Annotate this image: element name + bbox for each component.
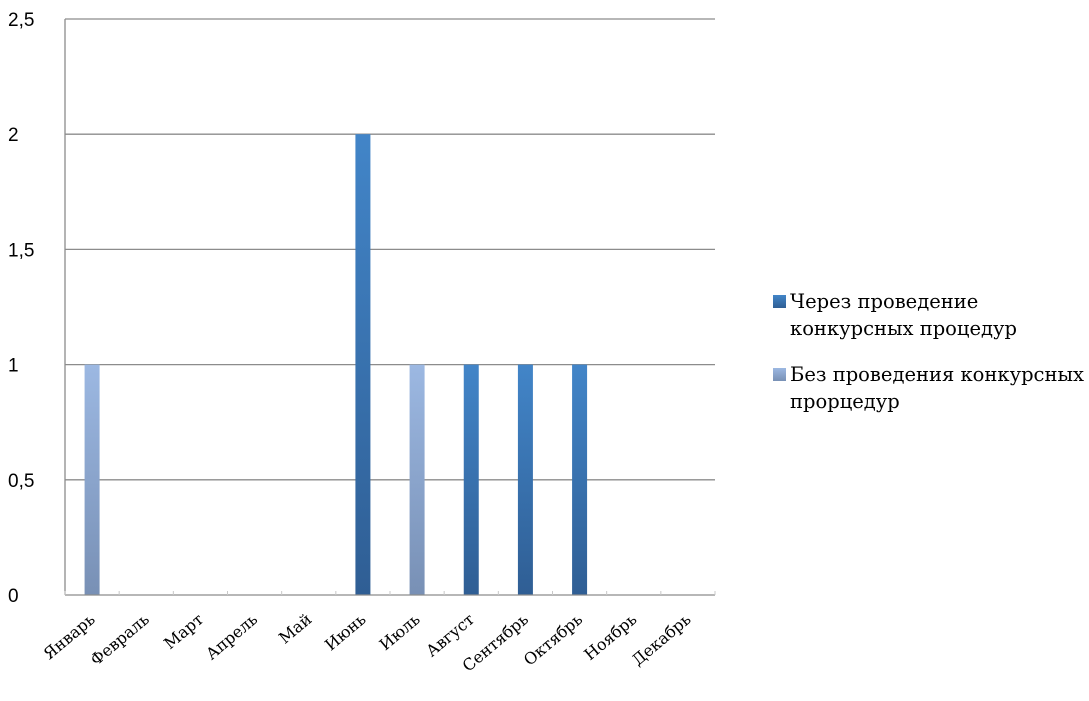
x-tick-label: Июль (376, 609, 424, 654)
x-tick-label: Февраль (87, 609, 153, 669)
x-tick-label: Апрель (202, 609, 261, 663)
y-tick-label: 2,5 (8, 10, 34, 31)
y-tick-labels: 0 0,5 1 1,5 2 2,5 (8, 10, 34, 607)
x-tick-label: Июнь (321, 609, 370, 654)
bars (84, 134, 588, 595)
axes (64, 19, 716, 596)
legend-item-series-2: Без проведения конкурсных прорцедур (773, 361, 1085, 415)
x-tick-label: Декабрь (628, 609, 695, 669)
gridlines (65, 18, 715, 481)
bar-1-10 (572, 364, 588, 595)
x-tick-label: Октябрь (520, 609, 587, 669)
legend-swatch-series-1 (773, 295, 786, 308)
legend-swatch-series-2 (773, 368, 786, 381)
legend-label-series-2: Без проведения конкурсных прорцедур (790, 363, 1084, 413)
y-tick-label: 1 (8, 356, 19, 377)
x-tick-label: Май (275, 610, 315, 648)
bar-1-9 (517, 364, 533, 595)
y-tick-label: 0 (8, 586, 19, 607)
y-tick-label: 2 (8, 125, 19, 146)
legend-item-series-1: Через проведение конкурсных процедур (773, 288, 1085, 342)
y-tick-label: 1,5 (8, 240, 34, 261)
bar-1-6 (355, 134, 371, 595)
y-tick-label: 0,5 (8, 471, 34, 492)
legend-label-series-1: Через проведение конкурсных процедур (790, 290, 1017, 340)
x-tick-label: Март (160, 609, 207, 653)
bar-2-1 (84, 364, 100, 595)
bar-2-7 (409, 364, 425, 595)
bar-1-8 (463, 364, 479, 595)
legend: Через проведение конкурсных процедур Без… (773, 288, 1085, 434)
